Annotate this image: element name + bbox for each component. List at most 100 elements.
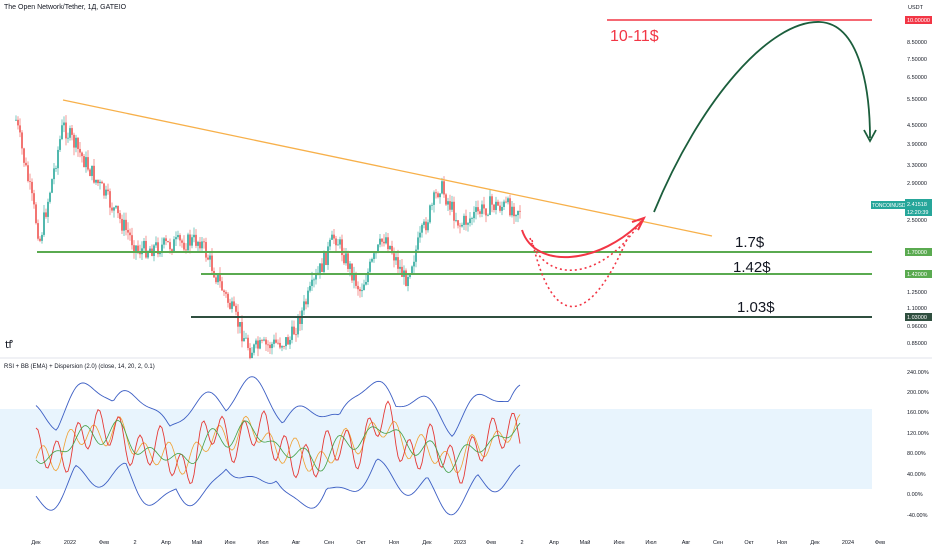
candle-body: [177, 235, 179, 238]
candle-body: [331, 234, 333, 240]
rsi-signal-line: [35, 419, 521, 473]
candle-body: [157, 242, 159, 255]
candle-body: [77, 137, 79, 149]
candle-body: [83, 156, 85, 168]
time-axis[interactable]: Дек 2022 Фев 2 Апр Май Июн Июл Авг Сен Окт Ноя Дек 20…: [31, 539, 885, 546]
rounding-bottom-curve[interactable]: [521, 219, 644, 259]
candle-body: [33, 193, 35, 205]
price-axis[interactable]: USDT 10.00000 8.50000 7.50000 6.50000 5.…: [871, 5, 932, 347]
candle-body: [289, 339, 291, 345]
price-candles: [15, 115, 521, 360]
candle-body: [171, 249, 173, 252]
candle-body: [329, 239, 331, 247]
price-tick: 1.10000: [907, 306, 927, 312]
candle-body: [493, 204, 495, 211]
last-price-value: 2.41518: [907, 202, 927, 208]
level-annotation-1-03: 1.03$: [737, 299, 775, 316]
candle-body: [473, 211, 475, 219]
candle-body: [401, 266, 403, 277]
symbol-title[interactable]: The Open Network/Tether, 1Д, GATEIO: [4, 4, 127, 11]
candle-body: [43, 212, 45, 235]
candle-body: [103, 183, 105, 196]
candle-body: [371, 258, 373, 262]
ticker-tag: [871, 201, 905, 209]
candle-body: [339, 239, 341, 245]
candle-body: [421, 224, 423, 233]
candle-body: [381, 238, 383, 242]
candle-body: [101, 181, 103, 184]
candle-body: [47, 201, 49, 217]
price-tick: 8.50000: [907, 40, 927, 46]
candle-body: [203, 241, 205, 243]
rsi-tick: 0.00%: [907, 492, 923, 498]
candle-body: [59, 139, 61, 150]
candle-body: [513, 206, 515, 217]
candle-body: [89, 169, 91, 176]
candle-body: [483, 204, 485, 209]
candle-body: [343, 255, 345, 264]
candle-body: [199, 241, 201, 249]
tradingview-logo-icon[interactable]: ꝷ: [5, 339, 13, 351]
candle-body: [109, 191, 111, 208]
candle-body: [85, 157, 87, 168]
candle-body: [247, 337, 249, 348]
candle-body: [145, 240, 147, 258]
candle-body: [123, 219, 125, 231]
level-tag-value: 1.42000: [907, 272, 927, 278]
candle-body: [269, 344, 271, 349]
candle-body: [133, 245, 135, 253]
target-arrowhead: [863, 129, 877, 143]
candle-body: [459, 225, 461, 227]
candle-body: [35, 204, 37, 224]
candle-body: [355, 273, 357, 286]
candle-body: [515, 215, 517, 217]
time-axis-label: Фев: [875, 540, 885, 546]
resistance-trendline[interactable]: [62, 99, 713, 237]
rsi-tick: 120.00%: [907, 431, 929, 437]
candle-body: [193, 234, 195, 238]
candle-body: [311, 279, 313, 286]
time-axis-label: Июн: [224, 540, 235, 546]
candle-body: [239, 322, 241, 327]
candle-body: [181, 240, 183, 243]
candle-body: [445, 194, 447, 205]
candle-body: [383, 241, 385, 244]
candle-body: [25, 162, 27, 166]
candle-body: [153, 245, 155, 257]
time-axis-label: Апр: [549, 540, 559, 546]
candle-body: [293, 326, 295, 335]
candle-body: [259, 340, 261, 349]
candle-body: [283, 346, 285, 347]
time-axis-label: 2023: [454, 540, 466, 546]
candle-body: [471, 218, 473, 219]
price-tick: 1.25000: [907, 290, 927, 296]
candle-body: [127, 229, 129, 233]
price-tick: 0.85000: [907, 341, 927, 347]
candle-body: [163, 238, 165, 245]
candle-body: [443, 181, 445, 195]
candle-body: [425, 221, 427, 231]
candle-body: [295, 334, 297, 336]
target-arrow[interactable]: [653, 21, 871, 213]
price-tick: 3.90000: [907, 142, 927, 148]
candle-body: [201, 241, 203, 249]
time-axis-label: 2022: [64, 540, 76, 546]
candle-body: [253, 344, 255, 353]
candle-body: [441, 181, 443, 194]
candle-body: [211, 255, 213, 271]
candle-body: [229, 302, 231, 309]
candle-body: [285, 337, 287, 347]
indicator-title[interactable]: RSI + BB (EMA) + Dispersion (2.0) (close…: [4, 364, 155, 370]
time-axis-label: Апр: [161, 540, 171, 546]
candle-body: [491, 196, 493, 205]
candle-body: [119, 213, 121, 219]
candle-body: [409, 273, 411, 278]
candle-body: [357, 285, 359, 290]
candle-body: [305, 301, 307, 305]
rsi-axis[interactable]: 240.00% 200.00% 160.00% 120.00% 80.00% 4…: [907, 370, 929, 519]
candle-body: [387, 237, 389, 250]
candle-body: [321, 263, 323, 272]
candle-body: [399, 266, 401, 269]
candle-body: [261, 340, 263, 341]
